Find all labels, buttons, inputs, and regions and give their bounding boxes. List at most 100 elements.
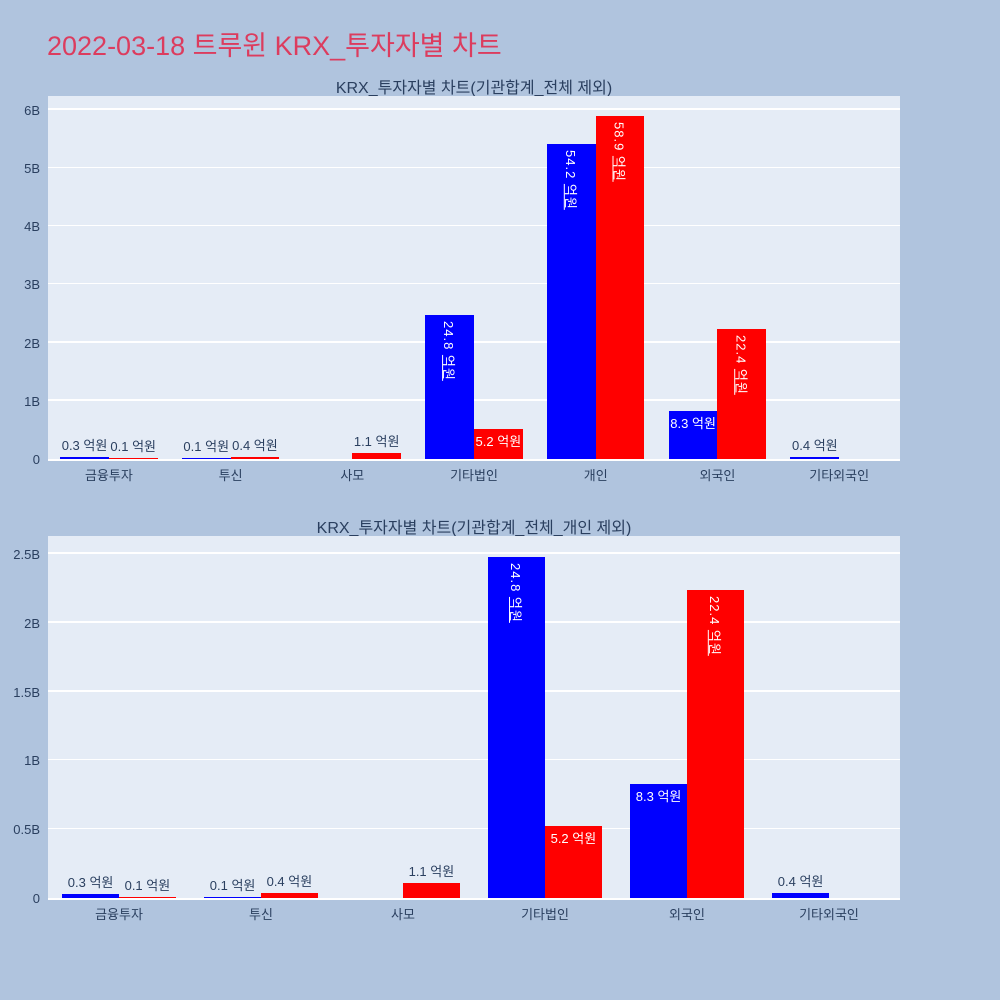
- y-axis: 0 1B 2B 3B 4B 5B 6B: [0, 96, 42, 467]
- y-tick-label: 6B: [24, 102, 40, 118]
- bars-layer: 0.3 억원 0.1 억원 0.1 억원 0.4 억원 1.1 억원 24.8 억원 5.2…: [48, 536, 900, 898]
- bar-value-label: 0.4 억원: [232, 437, 278, 453]
- bar-value-label: 5.2 억원: [475, 433, 522, 449]
- bar-blue: 0.3 억원: [62, 875, 119, 898]
- bar-pair: 0.1 억원 0.4 억원: [181, 438, 280, 459]
- bar-red: 0.1 억원: [108, 439, 158, 459]
- y-tick-label: 2.5B: [13, 546, 40, 562]
- bar-blue: 0.4 억원: [790, 438, 840, 459]
- bar-blue: 8.3 억원: [630, 783, 687, 898]
- gridline: [48, 224, 900, 227]
- category-column: 8.3 억원 22.4 억원: [616, 536, 758, 898]
- x-category-label: 사모: [391, 907, 415, 922]
- y-tick-label: 0.5B: [13, 822, 40, 838]
- bar-value-label: 22.4 억원: [733, 334, 749, 395]
- gridline: [48, 690, 900, 692]
- gridline: [48, 166, 900, 169]
- category-column: 1.1 억원: [332, 536, 474, 898]
- x-category-label: 기타외국인: [799, 907, 859, 922]
- gridline: [48, 282, 900, 285]
- gridline: [48, 621, 900, 623]
- bar-value-label: 0.3 억원: [61, 438, 108, 454]
- plot-area: 0.3 억원 0.1 억원 0.1 억원 0.4 억원 1.1 억원 24.8 억원 5.2…: [48, 536, 900, 900]
- y-tick-label: 1B: [24, 753, 40, 769]
- y-tick-label: 5B: [24, 161, 40, 177]
- bar-value-label: 1.1 억원: [408, 863, 455, 879]
- x-category-label: 외국인: [699, 468, 736, 483]
- bar-pair: 0.3 억원 0.1 억원: [60, 438, 158, 459]
- y-axis: 0 0.5B 1B 1.5B 2B 2.5B: [0, 536, 42, 906]
- category-column: 24.8 억원 5.2 억원: [413, 96, 535, 459]
- category-column: 0.3 억원 0.1 억원: [48, 96, 170, 459]
- x-category-label: 개인: [583, 468, 608, 483]
- bar-value-label: 24.8 억원: [441, 320, 457, 381]
- bar-red: 1.1 억원: [352, 434, 401, 459]
- y-tick-label: 3B: [24, 277, 40, 293]
- y-tick-label: 0: [32, 452, 40, 467]
- x-category-label: 투신: [249, 907, 273, 922]
- bar-value-label: 0.1 억원: [124, 877, 171, 893]
- bar-red: 0.4 억원: [261, 874, 318, 898]
- x-axis: 금융투자 투신 사모 기타법인 개인 외국인 기타외국인: [48, 461, 900, 484]
- bar-blue: 8.3 억원: [668, 410, 718, 459]
- bar-pair: 0.1 억원 0.4 억원: [204, 874, 318, 898]
- category-column: 0.4 억원: [778, 96, 900, 459]
- bar-red: 5.2 억원: [474, 428, 523, 459]
- x-category-label: 외국인: [669, 907, 705, 922]
- bar-pair: 1.1 억원: [304, 434, 401, 459]
- y-tick-label: 2B: [24, 335, 40, 351]
- bar-value-label: 58.9 억원: [611, 122, 627, 183]
- bar-value-label: 0.4 억원: [266, 873, 313, 889]
- bar-pair: 1.1 억원: [346, 864, 460, 898]
- bar-pair: 0.4 억원: [790, 438, 887, 459]
- y-tick-label: 1B: [24, 393, 40, 409]
- y-tick-label: 1.5B: [13, 684, 40, 700]
- x-category-label: 금융투자: [95, 907, 143, 922]
- bar-pair: 24.8 억원 5.2 억원: [488, 556, 602, 898]
- x-category-label: 사모: [340, 468, 365, 483]
- gridline: [48, 552, 900, 554]
- category-column: 0.3 억원 0.1 억원: [48, 536, 190, 898]
- bar-value-label: 5.2 억원: [550, 831, 597, 847]
- bar-red: 0.4 억원: [230, 438, 280, 459]
- bar-blue: 0.3 억원: [60, 438, 109, 459]
- bar-value-label: 8.3 억원: [670, 415, 716, 431]
- bar-blue: 0.4 억원: [772, 874, 829, 898]
- bar-pair: 24.8 억원 5.2 억원: [425, 314, 523, 459]
- bar-value-label: 0.3 억원: [67, 874, 114, 890]
- x-category-label: 투신: [218, 468, 243, 483]
- gridline: [48, 827, 900, 830]
- category-column: 24.8 억원 5.2 억원: [474, 536, 616, 898]
- gridline: [48, 108, 900, 110]
- chart-title: KRX_투자자별 차트(기관합계_전체_개인 제외): [316, 520, 632, 537]
- category-column: 0.1 억원 0.4 억원: [170, 96, 292, 459]
- bar-blue: 54.2 억원: [547, 143, 596, 459]
- bar-pair: 54.2 억원 58.9 억원: [547, 116, 645, 459]
- bar-value-label: 0.1 억원: [110, 439, 157, 455]
- y-tick-label: 4B: [24, 219, 40, 235]
- bar-value-label: 24.8 억원: [508, 562, 524, 623]
- bar-value-label: 1.1 억원: [353, 433, 400, 449]
- bar-blue: 24.8 억원: [488, 556, 545, 898]
- bar-pair: 8.3 억원 22.4 억원: [668, 328, 767, 459]
- category-column: 1.1 억원: [291, 96, 413, 459]
- bar-red: 5.2 억원: [545, 826, 602, 898]
- category-column: 54.2 억원 58.9 억원: [535, 96, 657, 459]
- chart-title: KRX_투자자별 차트(기관합계_전체 제외): [335, 80, 613, 97]
- bar-pair: 0.3 억원 0.1 억원: [62, 875, 176, 898]
- x-category-label: 기타법인: [450, 468, 498, 483]
- bar-value-label: 0.1 억원: [183, 439, 230, 455]
- x-category-label: 금융투자: [84, 468, 133, 483]
- bar-value-label: 54.2 억원: [562, 149, 578, 210]
- bar-blue: 0.1 억원: [204, 878, 261, 898]
- gridline: [48, 758, 900, 761]
- bar-blue: 24.8 억원: [425, 314, 475, 459]
- bar-red: 22.4 억원: [687, 589, 744, 898]
- bar-red: 22.4 억원: [717, 328, 767, 459]
- bar-red: 1.1 억원: [403, 864, 460, 898]
- y-tick-label: 0: [32, 891, 40, 906]
- x-category-label: 기타외국인: [809, 468, 870, 483]
- category-column: 8.3 억원 22.4 억원: [657, 96, 779, 459]
- bar-pair: 0.4 억원: [772, 874, 886, 898]
